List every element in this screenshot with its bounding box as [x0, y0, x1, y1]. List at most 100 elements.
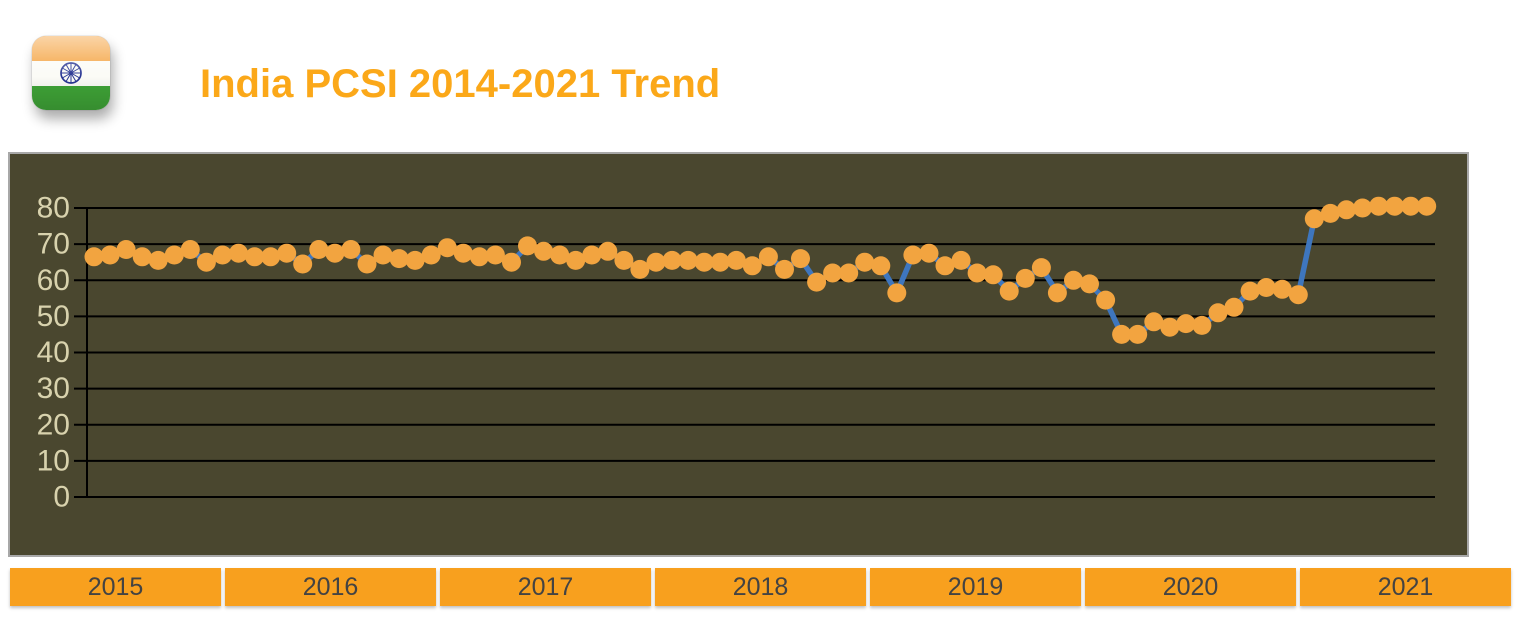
data-point [469, 247, 489, 267]
data-point [196, 252, 216, 272]
y-tick-label: 30 [37, 372, 70, 405]
data-point [325, 243, 345, 263]
data-point [983, 265, 1003, 285]
data-point [855, 252, 875, 272]
data-point [1320, 203, 1340, 223]
data-point [245, 247, 265, 267]
data-point [293, 254, 313, 274]
data-point [534, 241, 554, 261]
data-point [213, 245, 232, 265]
data-point [84, 247, 104, 267]
data-point [261, 247, 281, 267]
data-point [116, 240, 136, 259]
y-tick-label: 0 [53, 481, 70, 514]
data-point [775, 259, 794, 279]
chart-panel: 80 70 60 50 40 30 20 10 0 [8, 152, 1469, 557]
data-point [1176, 314, 1196, 334]
data-point [935, 256, 955, 276]
data-point [518, 236, 537, 256]
data-point [1112, 324, 1132, 344]
data-point [1353, 198, 1372, 218]
data-point [1385, 196, 1405, 216]
data-point [887, 283, 907, 303]
india-flag-icon [32, 36, 110, 110]
data-point [485, 245, 505, 265]
data-point [566, 250, 586, 270]
data-point [1160, 317, 1180, 337]
data-point [405, 250, 425, 270]
data-point [871, 256, 891, 276]
y-tick-label: 50 [37, 300, 70, 333]
data-point [1417, 196, 1437, 216]
data-point [453, 243, 473, 263]
data-point [1256, 278, 1276, 297]
data-point [823, 263, 843, 283]
data-point [742, 256, 762, 276]
year-band-2019: 2019 [870, 568, 1081, 606]
data-point [1240, 281, 1260, 301]
data-point [1047, 283, 1067, 303]
data-point [1192, 315, 1212, 335]
data-point [1272, 279, 1292, 299]
data-point [357, 254, 377, 274]
data-point [100, 245, 120, 265]
year-band-2020: 2020 [1085, 568, 1296, 606]
data-point [710, 252, 730, 272]
data-point [1128, 324, 1148, 344]
y-tick-label: 70 [37, 228, 70, 261]
y-tick-label: 60 [37, 264, 70, 297]
data-point [1369, 196, 1389, 216]
data-point [598, 241, 618, 261]
data-point [1401, 196, 1421, 216]
data-point [807, 272, 827, 292]
data-point [373, 245, 393, 265]
data-point [389, 249, 409, 269]
data-point [791, 249, 810, 269]
data-point [1064, 270, 1083, 290]
data-point [1288, 285, 1308, 305]
data-point [1336, 200, 1356, 220]
data-point [1304, 209, 1324, 229]
data-point [678, 250, 698, 270]
data-point [502, 252, 521, 272]
data-point [951, 250, 971, 270]
year-band-2018: 2018 [655, 568, 866, 606]
y-tick-label: 10 [37, 444, 70, 477]
data-point [1208, 303, 1228, 323]
data-point [148, 250, 168, 270]
year-band-2016: 2016 [225, 568, 436, 606]
data-point [132, 247, 152, 267]
data-point [1031, 258, 1051, 278]
data-point [630, 259, 650, 279]
data-point [614, 250, 634, 270]
data-point [967, 263, 987, 283]
y-tick-label: 20 [37, 408, 70, 441]
year-band-2017: 2017 [440, 568, 651, 606]
data-point [550, 245, 570, 265]
year-band-2015: 2015 [10, 568, 221, 606]
data-point [582, 245, 602, 265]
data-point [1144, 312, 1164, 332]
data-point [309, 240, 329, 259]
year-band-2021: 2021 [1300, 568, 1511, 606]
data-point [919, 243, 939, 263]
data-point [1080, 274, 1099, 294]
data-point [421, 245, 441, 265]
data-point [1015, 268, 1035, 288]
data-point [180, 240, 200, 259]
data-point [903, 245, 923, 265]
data-point [999, 281, 1019, 301]
flag-gloss-highlight [32, 36, 110, 110]
data-point [341, 240, 361, 259]
data-point [437, 238, 457, 258]
y-tick-label: 40 [37, 336, 70, 369]
x-axis-year-bands: 2015 2016 2017 2018 2019 2020 2021 [10, 568, 1511, 606]
data-point [646, 252, 666, 272]
data-point [1224, 297, 1244, 317]
data-point [1096, 290, 1116, 310]
data-point [277, 243, 297, 263]
data-point [694, 252, 714, 272]
data-point [758, 247, 778, 267]
